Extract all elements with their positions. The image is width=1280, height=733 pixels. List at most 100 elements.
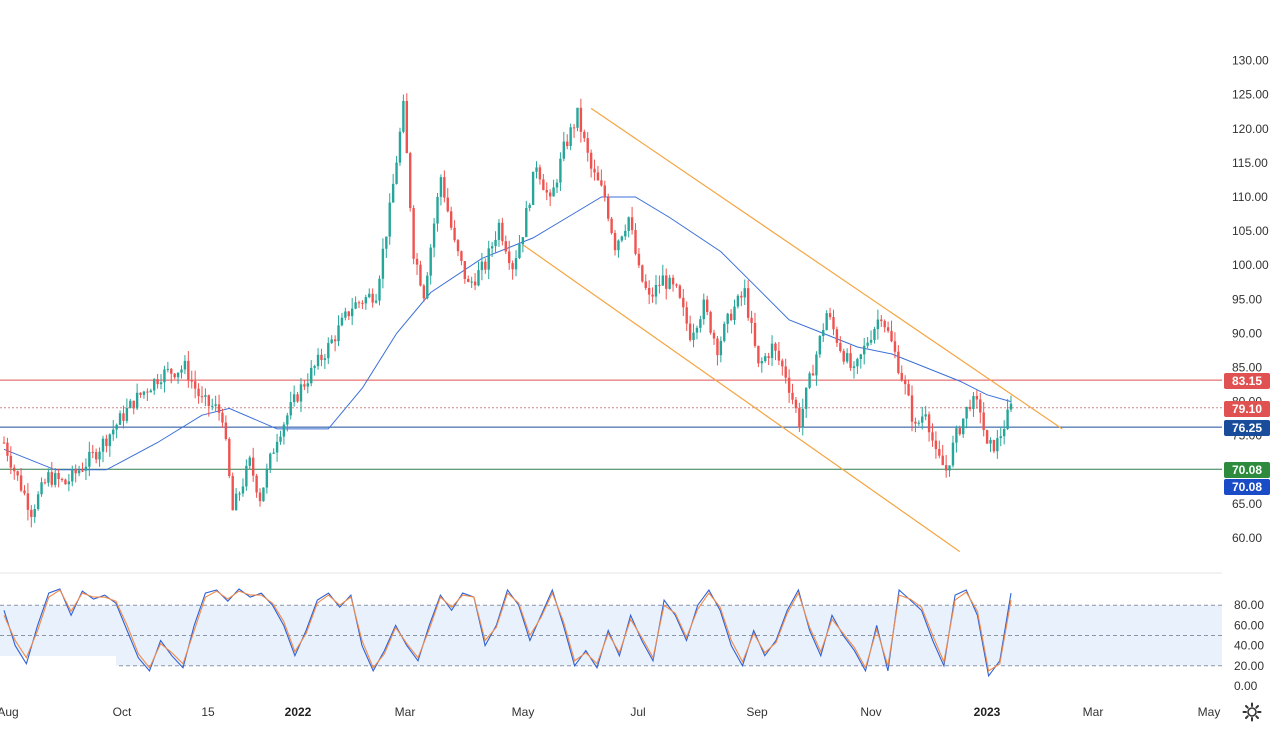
candle: [436, 196, 439, 224]
candle: [255, 475, 258, 493]
candle: [135, 392, 139, 409]
candle: [504, 241, 507, 252]
candle: [402, 100, 405, 132]
candle: [313, 366, 316, 368]
candle: [600, 180, 603, 186]
candle: [494, 239, 497, 247]
candle: [170, 368, 173, 374]
candle: [200, 396, 204, 398]
candle: [723, 323, 726, 341]
candle: [975, 396, 979, 400]
candle: [576, 107, 579, 128]
candle: [760, 361, 764, 364]
candle: [292, 394, 296, 403]
candle: [146, 391, 149, 393]
price-tick-label: 85.00: [1232, 361, 1262, 375]
candle: [449, 211, 453, 228]
candle: [152, 379, 156, 391]
candle: [320, 354, 323, 360]
candle: [699, 319, 702, 328]
candle: [13, 467, 16, 472]
horizontal-levels: [0, 379, 1222, 470]
candle: [907, 384, 910, 396]
candle: [828, 313, 832, 318]
candle: [94, 452, 98, 460]
candle: [753, 322, 757, 346]
candle: [251, 457, 255, 476]
candle: [914, 421, 917, 424]
candle: [941, 455, 944, 466]
candle: [514, 258, 518, 270]
candle: [23, 490, 26, 494]
candle: [873, 329, 876, 340]
candle: [234, 493, 238, 511]
candle: [340, 317, 344, 326]
candle: [559, 158, 562, 183]
time-tick-label: Sep: [746, 705, 768, 719]
candle: [839, 342, 842, 352]
candle: [934, 440, 938, 450]
oscillator-tick-label: 40.00: [1234, 639, 1264, 653]
settings-gear-icon[interactable]: [1242, 702, 1262, 722]
candle: [310, 367, 313, 384]
candle: [163, 369, 166, 383]
candle: [924, 414, 927, 417]
candle: [497, 222, 501, 240]
candle: [832, 317, 835, 330]
candle: [521, 237, 525, 245]
candle: [84, 466, 88, 471]
candle: [958, 428, 961, 435]
candle: [361, 302, 364, 304]
candle: [968, 406, 972, 410]
candle: [118, 413, 122, 425]
candle: [866, 342, 869, 346]
candle: [238, 493, 241, 495]
candle: [716, 338, 719, 356]
candle: [750, 317, 753, 323]
candle: [446, 197, 449, 212]
candle: [562, 141, 566, 159]
candle: [470, 281, 473, 283]
candle: [357, 302, 361, 304]
candle: [484, 261, 487, 270]
candle: [36, 494, 40, 509]
candle: [214, 404, 217, 406]
candle: [183, 360, 187, 370]
candle: [33, 508, 36, 517]
candle: [876, 319, 880, 330]
price-tick-label: 130.00: [1232, 54, 1269, 68]
candle: [467, 278, 470, 282]
time-tick-label: Nov: [860, 705, 881, 719]
candle: [279, 436, 282, 442]
candle: [456, 240, 460, 252]
level-badge: [1224, 373, 1270, 389]
candle: [409, 153, 412, 208]
price-tick-label: 90.00: [1232, 326, 1262, 340]
candle: [228, 439, 231, 476]
candle: [64, 479, 67, 485]
candle: [927, 414, 931, 433]
candle: [337, 325, 340, 342]
candle: [764, 356, 767, 362]
candle: [794, 399, 798, 409]
candle: [818, 336, 822, 355]
candle: [910, 395, 914, 422]
level-badge-label: 76.25: [1232, 421, 1262, 435]
candle: [589, 152, 593, 169]
candle: [528, 204, 531, 209]
candle: [269, 453, 272, 469]
candle: [651, 294, 654, 297]
time-tick-label: Jul: [630, 705, 645, 719]
time-tick-label: May: [512, 705, 535, 719]
level-badge-label: 70.08: [1232, 463, 1262, 477]
candle: [443, 177, 446, 198]
oscillator-tick-label: 80.00: [1234, 598, 1264, 612]
level-badge: [1224, 479, 1270, 495]
candle: [193, 381, 197, 389]
level-badge-label: 79.10: [1232, 402, 1262, 416]
candle: [863, 345, 866, 355]
candle: [579, 107, 583, 132]
candle: [245, 465, 248, 487]
candle: [685, 307, 688, 324]
